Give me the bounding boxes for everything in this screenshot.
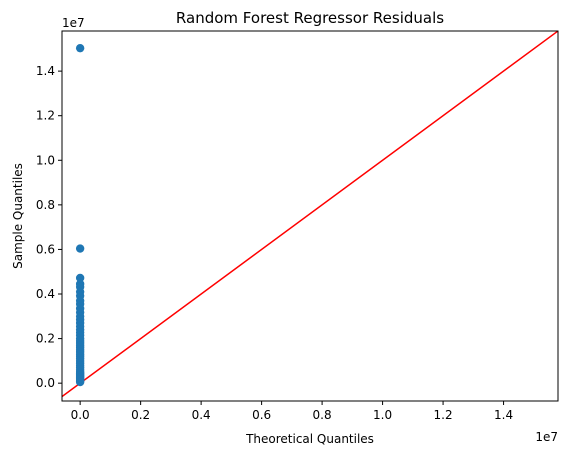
x-tick-label: 1.4 <box>494 408 513 422</box>
x-tick-label: 0.8 <box>313 408 332 422</box>
y-tick-label: 0.6 <box>36 242 55 256</box>
x-tick-label: 1.2 <box>434 408 453 422</box>
x-tick-label: 0.2 <box>131 408 150 422</box>
data-point <box>75 43 85 53</box>
y-axis: 0.0 0.2 0.4 0.6 0.8 1.0 1.2 1.4 <box>36 64 62 390</box>
y-tick-label: 0.0 <box>36 376 55 390</box>
data-point <box>75 244 85 253</box>
x-tick-label: 1.0 <box>373 408 392 422</box>
y-tick-label: 0.2 <box>36 332 55 346</box>
y-tick-label: 1.0 <box>36 153 55 167</box>
y-tick-label: 0.8 <box>36 198 55 212</box>
points-layer <box>75 43 85 387</box>
y-tick-label: 0.4 <box>36 287 55 301</box>
x-tick-label: 0.6 <box>252 408 271 422</box>
y-tick-label: 1.2 <box>36 109 55 123</box>
plot-frame <box>61 30 559 402</box>
x-tick-label: 0.4 <box>192 408 211 422</box>
data-point <box>75 377 85 387</box>
x-axis: 0.0 0.2 0.4 0.6 0.8 1.0 1.2 1.4 <box>71 401 513 422</box>
y-tick-label: 1.4 <box>36 64 55 78</box>
x-offset-label: 1e7 <box>535 430 558 444</box>
x-tick-label: 0.0 <box>71 408 90 422</box>
chart-title: Random Forest Regressor Residuals <box>176 9 444 27</box>
x-axis-label: Theoretical Quantiles <box>245 432 374 446</box>
y-axis-label: Sample Quantiles <box>11 163 25 269</box>
data-point <box>75 273 85 283</box>
y-offset-label: 1e7 <box>62 16 85 30</box>
